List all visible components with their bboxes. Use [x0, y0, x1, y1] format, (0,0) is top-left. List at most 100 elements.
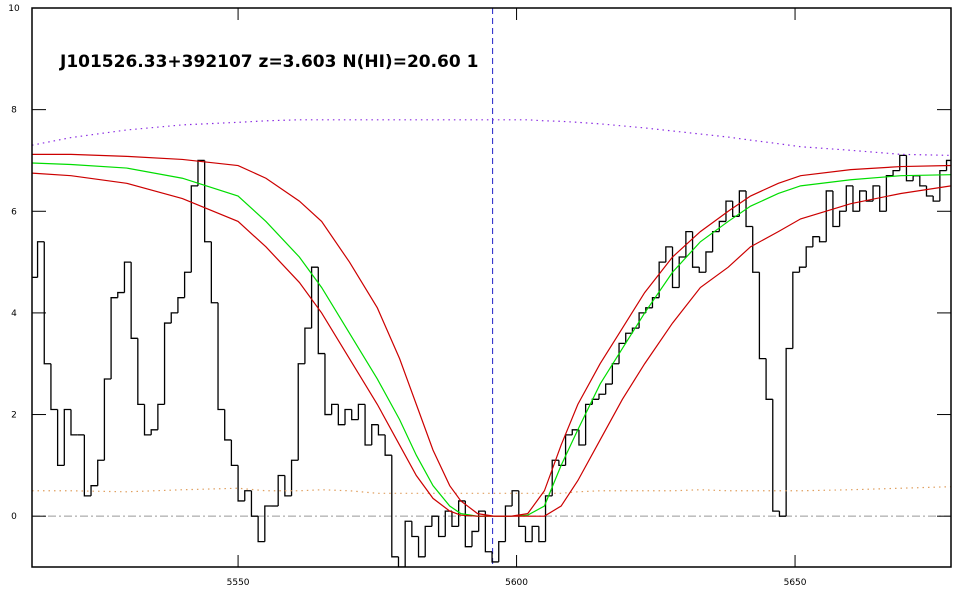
- flux-step: [384, 434, 392, 456]
- x-tick-label: 5600: [505, 578, 528, 588]
- flux-step: [838, 210, 847, 227]
- flux-step: [919, 175, 927, 187]
- flux-step: [50, 363, 58, 411]
- flux-step: [484, 511, 493, 553]
- flux-step: [778, 511, 787, 517]
- flux-step: [578, 429, 586, 446]
- flux-step: [210, 241, 219, 304]
- flux-step: [90, 485, 98, 496]
- flux-step: [411, 521, 419, 538]
- flux-step: [197, 159, 205, 186]
- flux-step: [250, 490, 259, 517]
- y-tick-label: 4: [11, 309, 17, 319]
- flux-step: [571, 429, 579, 435]
- flux-step: [70, 409, 78, 436]
- flux-step: [852, 185, 860, 212]
- flux-step: [798, 266, 807, 273]
- flux-step: [471, 530, 479, 547]
- flux-step: [150, 429, 158, 435]
- flux-step: [123, 261, 132, 293]
- flux-step: [417, 536, 426, 558]
- y-tick-label: 2: [11, 411, 17, 421]
- flux-step: [357, 403, 366, 420]
- flux-step: [859, 190, 867, 212]
- flux-step: [284, 475, 292, 497]
- flux-step: [498, 540, 506, 562]
- flux-step: [879, 185, 887, 212]
- flux-step: [598, 393, 606, 400]
- flux-step: [237, 465, 245, 502]
- flux-step: [671, 246, 680, 289]
- flux-step: [478, 510, 486, 532]
- flux-step: [618, 342, 626, 364]
- flux-step: [464, 500, 473, 548]
- flux-step: [745, 190, 753, 228]
- flux-step: [524, 526, 533, 543]
- flux-step: [337, 404, 346, 426]
- flux-step: [511, 490, 519, 507]
- flux-step: [785, 347, 793, 517]
- flux-step: [932, 196, 940, 202]
- flux-step: [391, 455, 399, 558]
- flux-step: [638, 312, 646, 329]
- flux-step: [865, 190, 874, 202]
- flux-step: [698, 267, 706, 273]
- flux-step: [204, 160, 212, 243]
- y-tick-label: 0: [11, 512, 17, 522]
- flux-step: [437, 516, 446, 538]
- flux-step: [290, 459, 299, 496]
- flux-step: [331, 403, 339, 415]
- flux-step: [711, 230, 720, 252]
- flux-step: [451, 511, 459, 527]
- flux-step: [651, 297, 660, 308]
- flux-step: [518, 490, 526, 527]
- flux-step: [130, 262, 138, 339]
- fit-curve: [32, 172, 951, 517]
- flux-step: [765, 358, 773, 400]
- flux-step: [177, 297, 185, 313]
- flux-step: [264, 505, 272, 542]
- flux-step: [63, 408, 71, 466]
- flux-step: [457, 500, 466, 527]
- plot-area: [32, 8, 951, 567]
- flux-step: [257, 516, 265, 543]
- flux-step: [317, 267, 325, 355]
- flux-step: [224, 409, 232, 441]
- flux-step: [157, 403, 165, 430]
- flux-step: [872, 185, 880, 202]
- flux-step: [344, 408, 352, 425]
- flux-step: [544, 495, 553, 542]
- flux-step: [805, 246, 813, 268]
- flux-step: [845, 185, 853, 212]
- flux-step: [832, 190, 840, 228]
- chart-title: J101526.33+392107 z=3.603 N(HI)=20.60 1: [59, 52, 478, 72]
- flux-step: [678, 256, 686, 288]
- x-tick-label: 5550: [227, 578, 250, 588]
- flux-step: [364, 404, 372, 446]
- flux-step: [404, 520, 412, 567]
- flux-step: [117, 291, 125, 298]
- flux-step: [725, 200, 733, 222]
- frame: [31, 7, 952, 568]
- flux-step: [277, 474, 285, 507]
- flux-step: [705, 251, 713, 273]
- flux-step: [310, 266, 319, 329]
- flux-step: [812, 236, 820, 247]
- flux-step: [217, 302, 225, 411]
- flux-step: [892, 169, 900, 176]
- flux-step: [297, 363, 305, 461]
- flux-step: [431, 515, 439, 527]
- y-tick-label: 10: [8, 4, 20, 14]
- flux-step: [230, 439, 239, 467]
- flux-step: [324, 353, 332, 416]
- flux-step: [531, 525, 539, 542]
- y-tick-label: 8: [11, 106, 17, 116]
- flux-step: [183, 271, 192, 298]
- flux-step: [685, 230, 693, 258]
- flux-step: [43, 241, 51, 365]
- flux-step: [825, 190, 833, 242]
- flux-step: [772, 399, 780, 512]
- flux-step: [691, 231, 700, 268]
